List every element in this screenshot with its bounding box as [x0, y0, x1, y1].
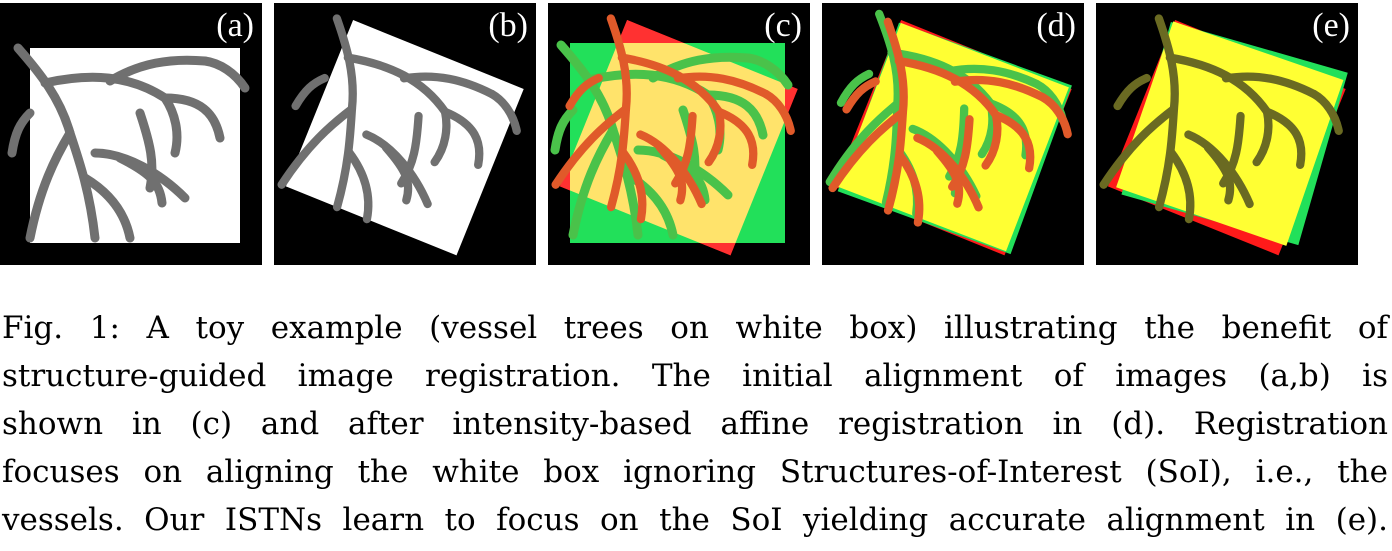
panel-d-label: (d): [1036, 7, 1076, 44]
panel-a-label: (a): [216, 7, 254, 44]
panel-c-label: (c): [764, 7, 802, 44]
panel-b: (b): [274, 3, 536, 265]
panel-e-image: [1096, 3, 1358, 265]
panel-d-image: [822, 3, 1084, 265]
caption-line: shown in (c) and after intensity-based a…: [2, 406, 1388, 442]
panel-c-image: [548, 3, 810, 265]
panel-d: (d): [822, 3, 1084, 265]
panel-c: (c): [548, 3, 810, 265]
panel-a: (a): [0, 3, 262, 265]
caption-line: structure-guided image registration. The…: [2, 358, 1388, 394]
caption-line: Fig. 1: A toy example (vessel trees on w…: [2, 310, 1388, 346]
caption-line: vessels. Our ISTNs learn to focus on the…: [2, 502, 1388, 538]
panel-e-label: (e): [1312, 7, 1350, 44]
panel-b-image: [274, 3, 536, 265]
panel-e: (e): [1096, 3, 1358, 265]
caption-line: focuses on aligning the white box ignori…: [2, 454, 1388, 490]
panel-b-label: (b): [488, 7, 528, 44]
panel-a-image: [0, 3, 262, 265]
figure-caption: Fig. 1: A toy example (vessel trees on w…: [2, 304, 1388, 544]
